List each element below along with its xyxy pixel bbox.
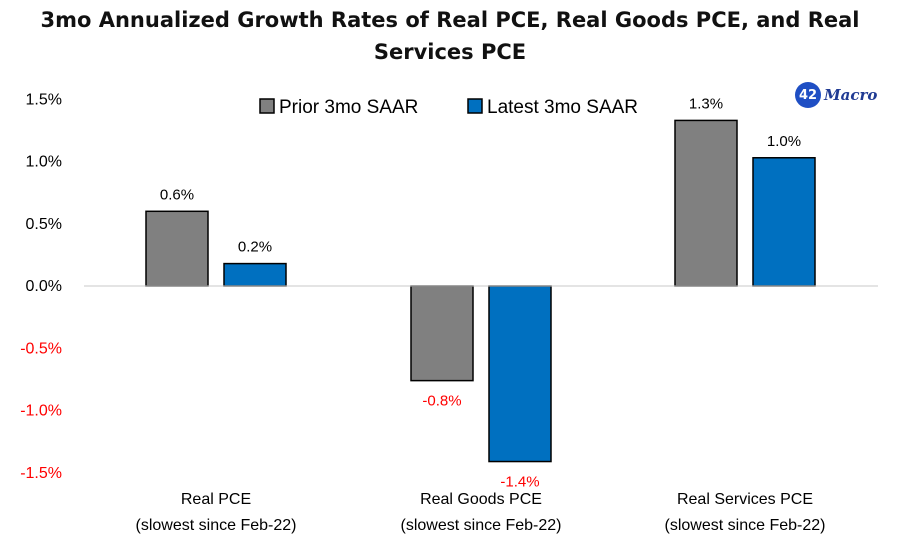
prior-bar [145, 210, 209, 287]
chart-title: 3mo Annualized Growth Rates of Real PCE,… [0, 4, 900, 68]
latest-bar [223, 262, 287, 287]
x-category-label: Real Goods PCE [420, 491, 542, 508]
data-label: 0.6% [160, 186, 194, 203]
data-label: 1.0% [767, 133, 801, 150]
y-tick-label: 0.5% [26, 216, 62, 233]
y-tick-label: 1.0% [26, 154, 62, 171]
data-label: 0.2% [238, 239, 272, 256]
chart-title-line-1: 3mo Annualized Growth Rates of Real PCE,… [40, 8, 860, 32]
data-label: -1.4% [500, 474, 539, 491]
prior-bar [674, 119, 738, 287]
prior-bar [410, 285, 474, 382]
brand-logo: 42 Macro [795, 81, 877, 109]
data-label: -0.8% [422, 393, 461, 410]
x-category-label: Real Services PCE [677, 491, 813, 508]
y-tick-label: -0.5% [20, 340, 62, 357]
latest-bar [752, 157, 816, 287]
y-tick-label: -1.5% [20, 465, 62, 482]
latest-bar [488, 285, 552, 463]
x-category-sublabel: (slowest since Feb-22) [136, 517, 297, 534]
y-tick-label: -1.0% [20, 403, 62, 420]
logo-wordmark: Macro [824, 86, 878, 104]
legend-label: Prior 3mo SAAR [279, 97, 418, 118]
data-label: 1.3% [689, 95, 723, 112]
y-tick-label: 0.0% [26, 278, 62, 295]
x-category-sublabel: (slowest since Feb-22) [401, 517, 562, 534]
logo-badge: 42 [795, 82, 821, 108]
x-category-sublabel: (slowest since Feb-22) [665, 517, 826, 534]
y-tick-label: 1.5% [26, 91, 62, 108]
legend-swatch [467, 98, 483, 114]
chart-title-line-2: Services PCE [373, 40, 527, 64]
legend-swatch [259, 98, 275, 114]
legend-label: Latest 3mo SAAR [487, 97, 638, 118]
x-category-label: Real PCE [181, 491, 251, 508]
